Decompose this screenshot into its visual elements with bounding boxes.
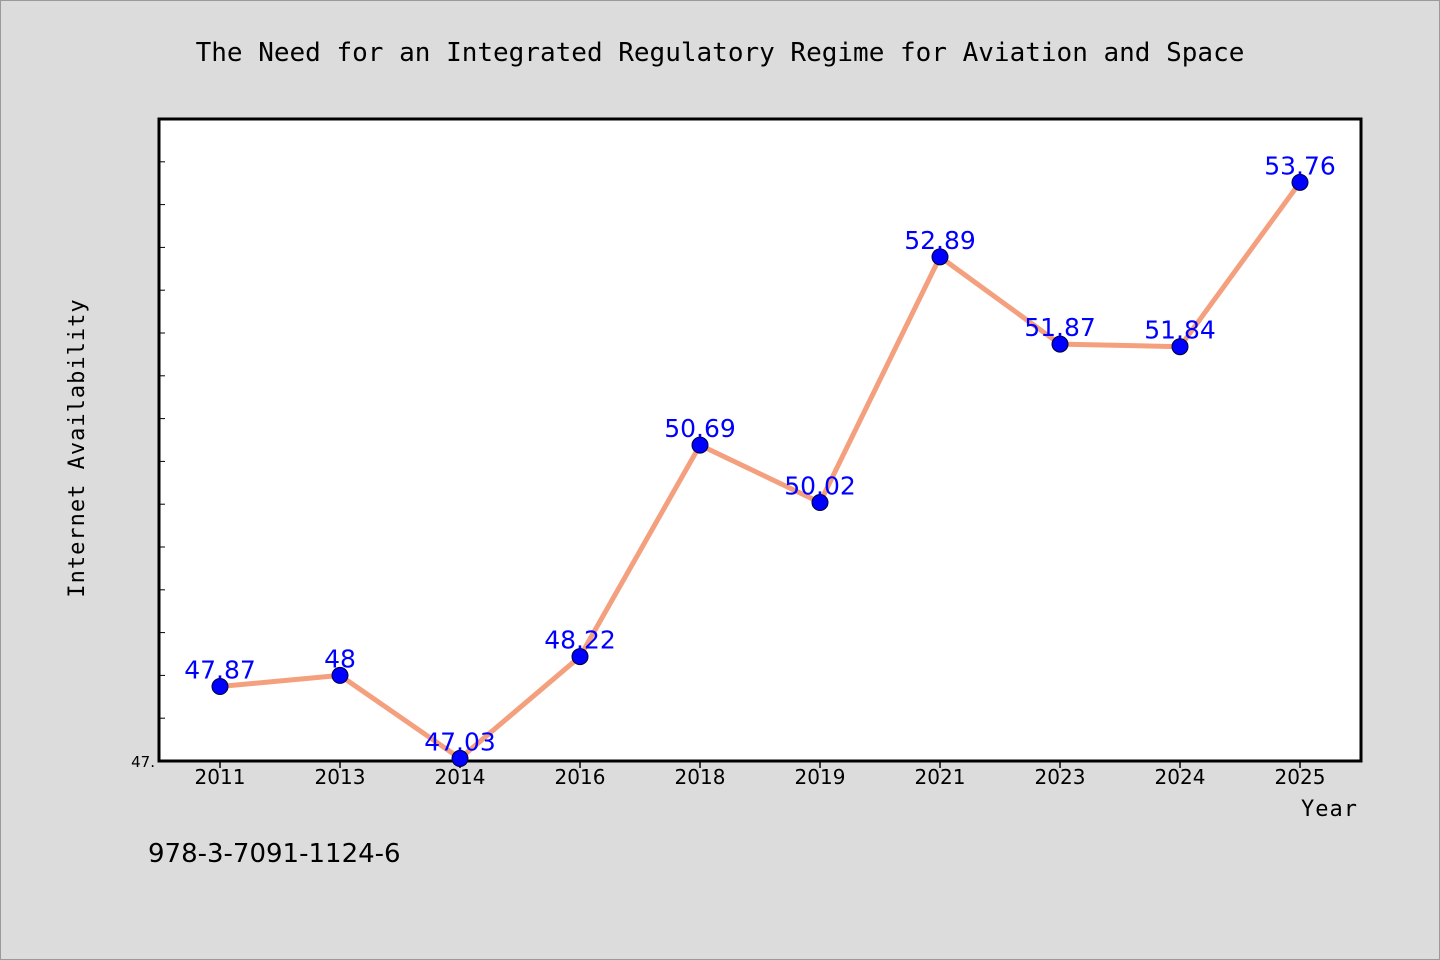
data-point bbox=[1051, 335, 1069, 353]
data-label: 48 bbox=[324, 644, 356, 673]
data-label: 47.03 bbox=[424, 727, 496, 756]
plot-area bbox=[157, 117, 1363, 763]
x-tick-labels: 2011 2013 2014 2016 2018 2019 2021 2023 2024 2025 bbox=[195, 765, 1326, 789]
series-markers bbox=[211, 173, 1309, 767]
data-label: 51.87 bbox=[1024, 313, 1096, 342]
data-point bbox=[931, 248, 949, 266]
isbn-text: 978-3-7091-1124-6 bbox=[148, 839, 401, 869]
y-axis-title: Internet Availability bbox=[65, 298, 90, 597]
data-label: 53.76 bbox=[1264, 151, 1336, 180]
y-tick-label: 47. bbox=[131, 753, 155, 771]
data-point bbox=[451, 749, 469, 767]
x-tick-label: 2013 bbox=[315, 765, 366, 789]
data-labels: 47.87 48 47.03 48.22 50.69 50.02 52.89 51.87 51.… bbox=[184, 151, 1336, 756]
x-axis-title: Year bbox=[1301, 797, 1358, 822]
data-point bbox=[331, 666, 349, 684]
data-point bbox=[1291, 173, 1309, 191]
data-point bbox=[1171, 338, 1189, 356]
x-tick-label: 2014 bbox=[435, 765, 486, 789]
data-point bbox=[211, 678, 229, 696]
series-line bbox=[219, 180, 1303, 761]
x-tick-label: 2016 bbox=[555, 765, 606, 789]
x-tick-label: 2025 bbox=[1275, 765, 1326, 789]
data-label: 48.22 bbox=[544, 626, 616, 655]
data-label: 50.69 bbox=[664, 414, 736, 443]
data-label: 52.89 bbox=[904, 226, 976, 255]
y-axis-ticks bbox=[159, 118, 165, 762]
x-tick-label: 2021 bbox=[915, 765, 966, 789]
data-label: 47.87 bbox=[184, 656, 256, 685]
data-label: 50.02 bbox=[784, 471, 856, 500]
data-label: 51.84 bbox=[1144, 316, 1216, 345]
x-tick-label: 2023 bbox=[1035, 765, 1086, 789]
x-tick-label: 2011 bbox=[195, 765, 246, 789]
x-tick-label: 2024 bbox=[1155, 765, 1206, 789]
chart-title: The Need for an Integrated Regulatory Re… bbox=[196, 38, 1245, 68]
data-point bbox=[571, 648, 589, 666]
x-tick-label: 2018 bbox=[675, 765, 726, 789]
data-point bbox=[811, 493, 829, 511]
x-tick-label: 2019 bbox=[795, 765, 846, 789]
data-point bbox=[691, 436, 709, 454]
